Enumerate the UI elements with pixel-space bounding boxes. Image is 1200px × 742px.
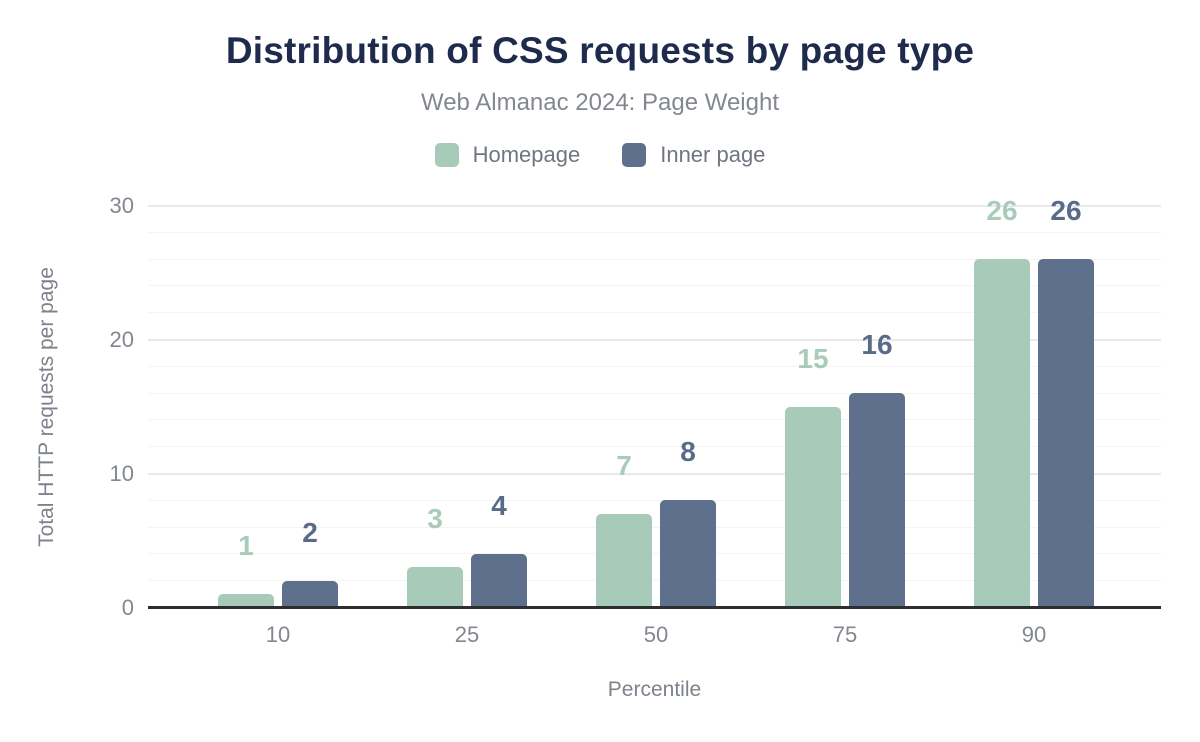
legend: Homepage Inner page	[0, 142, 1200, 168]
minor-gridline-28	[148, 231, 1161, 233]
y-tick-label-20: 20	[109, 326, 134, 352]
bar-inner-page-p75	[849, 393, 905, 608]
value-label-homepage-p75: 15	[797, 342, 829, 374]
y-tick-label-30: 30	[109, 192, 134, 218]
y-tick-label-10: 10	[109, 460, 134, 486]
x-axis-title: Percentile	[607, 678, 702, 701]
legend-swatch-homepage	[434, 143, 459, 167]
minor-gridline-6	[148, 526, 1161, 528]
minor-gridline-18	[148, 365, 1161, 367]
legend-item-homepage: Homepage	[434, 142, 581, 168]
value-label-inner-page-p25: 4	[491, 489, 507, 521]
x-tick-label-10: 10	[265, 621, 291, 647]
minor-gridline-8	[148, 499, 1161, 501]
bar-inner-page-p90	[1038, 259, 1094, 608]
bar-homepage-p10	[218, 594, 274, 608]
major-gridline-30	[148, 204, 1161, 207]
value-label-homepage-p10: 1	[238, 530, 254, 562]
y-tick-label-0: 0	[121, 594, 134, 620]
minor-gridline-4	[148, 553, 1161, 555]
minor-gridline-14	[148, 419, 1161, 421]
legend-label-inner-page: Inner page	[660, 142, 766, 167]
legend-item-inner-page: Inner page	[622, 142, 765, 168]
value-label-inner-page-p75: 16	[861, 329, 893, 361]
y-axis-title: Total HTTP requests per page	[35, 266, 58, 547]
bar-inner-page-p10	[282, 580, 338, 608]
bar-inner-page-p50	[660, 500, 716, 608]
value-label-homepage-p25: 3	[427, 503, 443, 535]
minor-gridline-16	[148, 392, 1161, 394]
bar-homepage-p90	[974, 259, 1030, 608]
chart-subtitle: Web Almanac 2024: Page Weight	[420, 89, 779, 116]
minor-gridline-22	[148, 312, 1161, 314]
minor-gridline-2	[148, 580, 1161, 582]
bar-inner-page-p25	[471, 553, 527, 608]
legend-label-homepage: Homepage	[472, 142, 581, 167]
minor-gridline-24	[148, 285, 1161, 287]
legend-swatch-inner-page	[622, 143, 647, 167]
x-axis-line	[148, 606, 1161, 609]
chart-title: Distribution of CSS requests by page typ…	[225, 30, 975, 71]
value-label-homepage-p90: 26	[986, 195, 1018, 227]
major-gridline-10	[148, 472, 1161, 475]
x-tick-label-50: 50	[643, 621, 669, 647]
value-label-inner-page-p50: 8	[680, 436, 696, 468]
x-tick-label-25: 25	[454, 621, 480, 647]
minor-gridline-26	[148, 258, 1161, 260]
bar-homepage-p25	[407, 567, 463, 608]
minor-gridline-12	[148, 446, 1161, 448]
major-gridline-20	[148, 338, 1161, 341]
value-label-inner-page-p10: 2	[302, 516, 318, 548]
value-label-inner-page-p90: 26	[1050, 195, 1082, 227]
bar-homepage-p75	[785, 406, 841, 608]
value-label-homepage-p50: 7	[616, 449, 632, 481]
x-tick-label-75: 75	[832, 621, 858, 647]
bar-homepage-p50	[596, 513, 652, 608]
x-tick-label-90: 90	[1021, 621, 1047, 647]
